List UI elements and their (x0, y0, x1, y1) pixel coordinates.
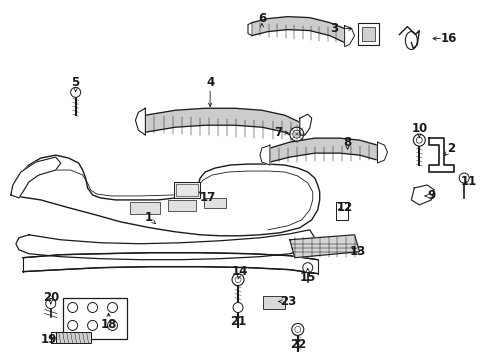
Circle shape (291, 323, 303, 336)
Polygon shape (299, 114, 311, 135)
Bar (176, 184, 198, 196)
Text: 16: 16 (440, 32, 456, 45)
Bar (62, 298, 127, 339)
Text: 14: 14 (231, 265, 248, 278)
Polygon shape (251, 17, 344, 42)
Text: 9: 9 (427, 189, 434, 202)
Circle shape (46, 298, 56, 309)
Text: 4: 4 (205, 76, 214, 89)
Polygon shape (289, 235, 359, 258)
Bar (168, 200, 196, 211)
Text: 13: 13 (349, 245, 365, 258)
Bar (174, 182, 200, 198)
Circle shape (71, 87, 81, 97)
Text: 19: 19 (41, 333, 57, 346)
Text: 6: 6 (257, 12, 265, 25)
Ellipse shape (289, 127, 303, 141)
Text: 20: 20 (42, 291, 59, 304)
Text: 11: 11 (460, 175, 476, 189)
Bar (203, 198, 225, 208)
Text: 8: 8 (343, 136, 351, 149)
Text: 3: 3 (330, 22, 338, 35)
Text: 7: 7 (273, 126, 282, 139)
Bar (335, 202, 347, 220)
Bar (361, 27, 375, 41)
Polygon shape (269, 138, 377, 162)
Bar (263, 296, 285, 310)
Text: 22: 22 (289, 338, 305, 351)
Bar (56, 332, 90, 343)
Polygon shape (135, 108, 145, 135)
Polygon shape (23, 253, 317, 274)
Polygon shape (145, 108, 299, 140)
Text: 17: 17 (200, 192, 216, 204)
Polygon shape (260, 145, 269, 165)
Text: 5: 5 (71, 76, 80, 89)
Polygon shape (11, 155, 319, 236)
Text: 2: 2 (446, 141, 454, 155)
Circle shape (232, 274, 244, 285)
Text: 10: 10 (410, 122, 427, 135)
Text: 21: 21 (229, 315, 245, 328)
Polygon shape (410, 185, 433, 205)
Polygon shape (344, 26, 354, 46)
Polygon shape (377, 142, 386, 163)
Polygon shape (16, 230, 314, 260)
Circle shape (412, 134, 425, 146)
Polygon shape (428, 138, 453, 172)
Text: 23: 23 (279, 295, 295, 308)
Bar (357, 23, 379, 45)
Text: 12: 12 (336, 201, 352, 215)
Polygon shape (11, 157, 61, 198)
Circle shape (458, 173, 468, 183)
Bar (130, 202, 160, 214)
Text: 18: 18 (100, 318, 117, 331)
Text: 1: 1 (144, 211, 152, 224)
Circle shape (233, 302, 243, 312)
Circle shape (302, 263, 312, 273)
Text: 15: 15 (299, 271, 315, 284)
